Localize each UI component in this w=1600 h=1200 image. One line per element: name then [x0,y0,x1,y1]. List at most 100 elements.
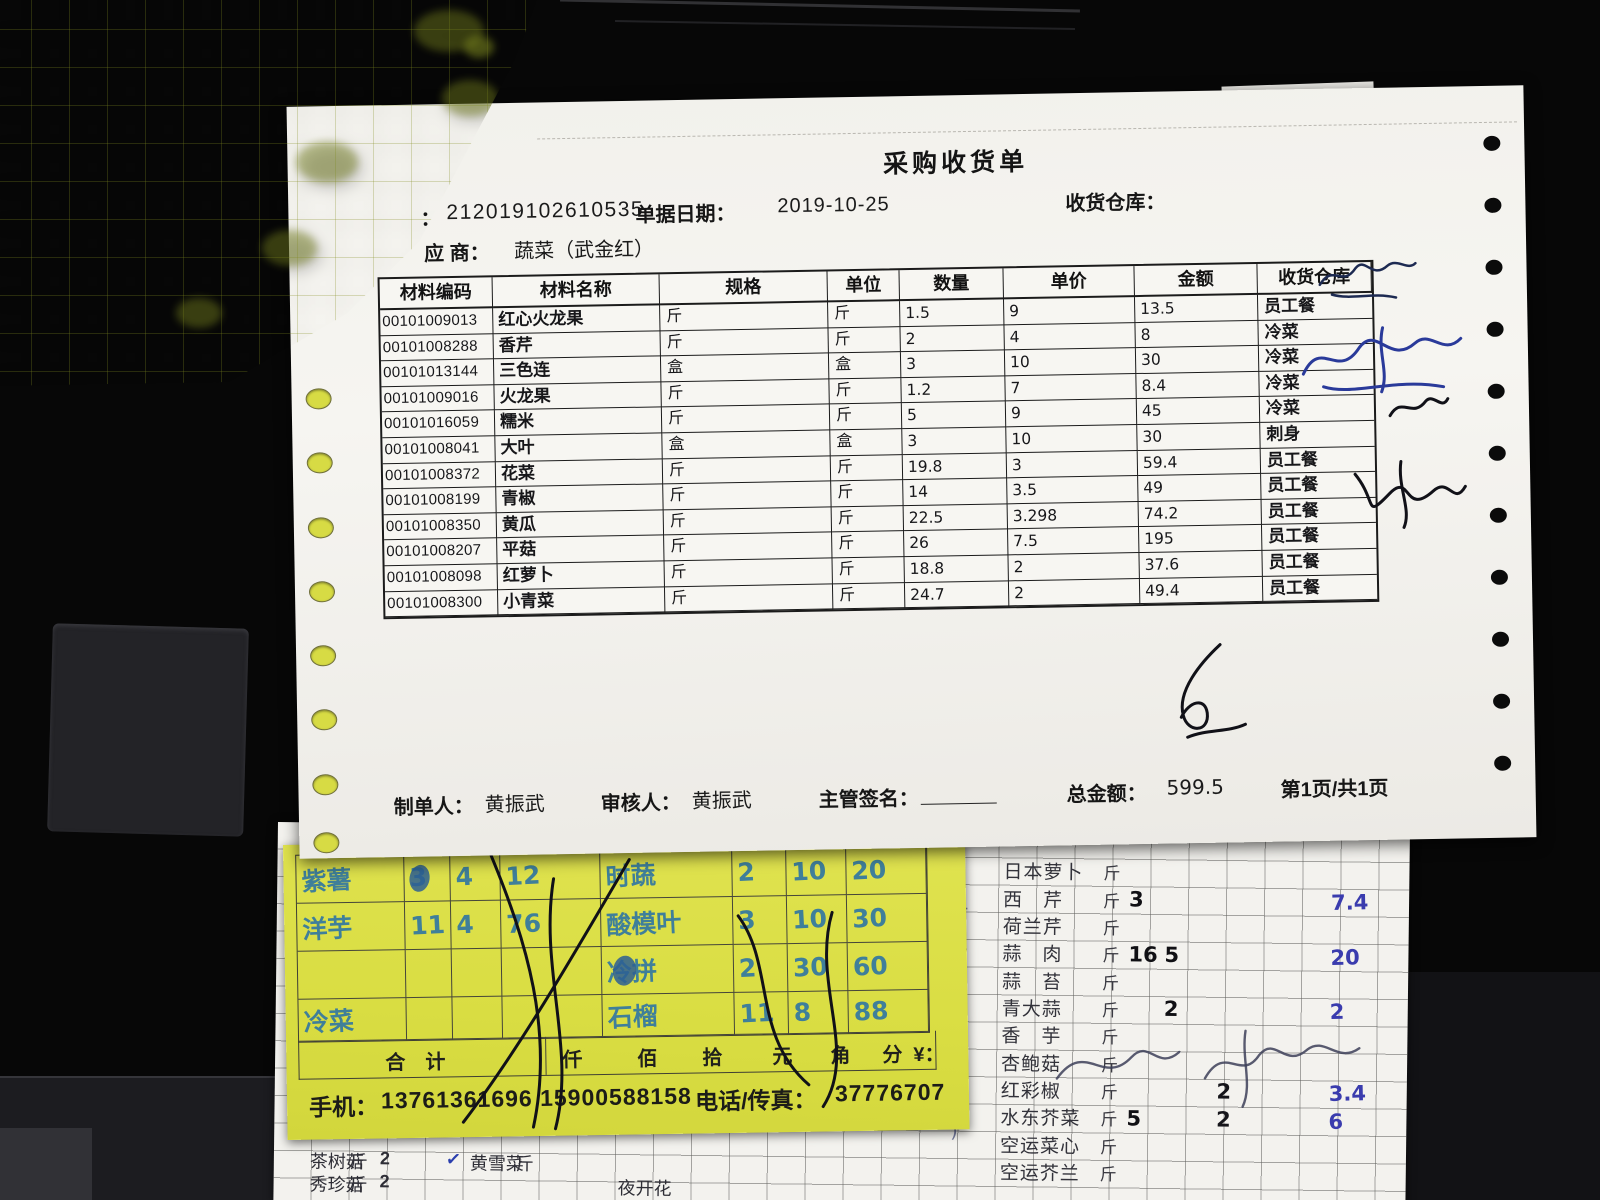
cell-material-code: 00101009016 [381,385,495,413]
cell-material-name: 青椒 [496,484,664,513]
cell-unit: 斤 [828,301,901,329]
total-label: 总金额： [1066,782,1147,807]
cell-material-code: 00101013144 [380,359,495,388]
cell-unit: 盒 [828,352,902,380]
cell-amount: 74.2 [1138,499,1262,528]
ink-smudge [296,142,358,182]
cell-material-code: 00101009013 [380,308,494,336]
note-value: 20 [850,854,887,886]
cell-amount: 49.4 [1139,576,1264,605]
cell-amount: 49 [1138,474,1262,502]
total-value: 599.5 [1166,774,1225,800]
warehouse-label: 收货仓库： [1065,191,1166,216]
cell-spec: 斤 [664,532,833,562]
item-unit: 斤 [1102,891,1121,911]
handwritten-scribble [1055,1029,1361,1109]
cell-warehouse: 员工餐 [1262,548,1377,577]
cell-material-code: 00101008372 [382,461,497,490]
cell-unit-price: 2 [1008,578,1141,607]
cell-spec: 斤 [662,455,832,485]
item-unit: 斤 [1099,1137,1118,1157]
handwritten-signature [1353,459,1467,529]
cell-material-code: 00101008207 [384,538,498,567]
supplier-value: 蔬菜（武金红） [513,238,655,263]
cell-amount: 45 [1136,397,1261,426]
date-value: 2019-10-25 [777,193,890,218]
maker-label: 制单人： [393,795,474,820]
item-name: 空运菜心 [999,1135,1081,1158]
cell-material-name: 平菇 [497,535,665,565]
cell-spec: 斤 [663,507,833,536]
cell-quantity: 19.8 [902,452,1008,481]
maker-name: 黄振武 [484,793,545,817]
cell-unit-price: 9 [1005,399,1138,428]
cell-warehouse: 冷菜 [1259,395,1375,423]
column-header: 单价 [1003,266,1135,300]
item-price [1195,873,1257,874]
cell-spec: 斤 [661,404,831,434]
cell-unit-price: 7.5 [1008,527,1140,556]
sprocket-hole [308,581,336,603]
desk-object [0,1128,92,1200]
cell-material-name: 大叶 [495,433,663,462]
cell-amount: 195 [1139,525,1263,553]
doc-number: 212019102610535 [446,197,645,225]
cell-unit: 斤 [831,480,904,508]
cell-material-name: 红心火龙果 [493,305,661,334]
item-name: 蒜 肉 [1002,944,1063,966]
item-amount: 20 [1330,945,1360,970]
item-name: 荷兰芹 [1002,916,1063,939]
cell-quantity: 26 [904,529,1009,558]
cell-unit: 斤 [831,505,905,533]
handwritten-signature [1318,261,1417,299]
cell-quantity: 1.5 [900,299,1005,327]
item-amount: 7.4 [1330,890,1369,916]
cell-unit-price: 3.5 [1007,476,1139,505]
item-qty: 3 [1128,887,1144,912]
auditor-name: 黄振武 [691,789,752,813]
cell-quantity: 24.7 [904,580,1010,609]
ink-smudge [262,230,317,266]
cell-amount: 8 [1135,320,1259,349]
sprocket-hole [307,517,335,539]
sprocket-hole [306,452,333,474]
sprocket-hole [311,709,338,731]
item-price [1195,900,1257,901]
item-price [1194,955,1256,956]
cell-quantity: 3 [902,427,1007,455]
sprocket-hole [1489,507,1507,523]
sprocket-hole [1492,693,1511,709]
cell-material-code: 00101008098 [384,564,498,592]
sprocket-hole [309,645,337,667]
cell-material-name: 香芹 [493,330,661,360]
ink-smudge [464,36,494,58]
check-mark: ✓ [444,1148,463,1170]
sprocket-hole [312,774,339,796]
item-unit: 斤 [349,1174,368,1196]
note-item: 紫薯 [300,864,353,897]
item-name: 夜开花 [617,1178,672,1199]
cell-spec: 斤 [660,328,829,357]
item-qty: 2 [379,1171,390,1192]
sprocket-hole [1484,197,1502,213]
cell-unit: 斤 [829,403,903,431]
column-header: 单位 [827,270,901,303]
cell-warehouse: 刺身 [1260,420,1375,449]
cell-spec: 斤 [664,558,833,587]
auditor-label: 审核人： [600,792,681,816]
item-price [1194,1010,1256,1011]
cell-unit: 斤 [832,582,906,610]
cell-quantity: 14 [903,478,1008,506]
cell-unit: 斤 [830,454,904,482]
cell-spec: 斤 [663,481,832,511]
cell-unit-price: 10 [1006,425,1138,453]
page-indicator: 第1页/共1页 [1280,777,1389,802]
sprocket-hole [305,388,332,410]
cell-amount: 30 [1135,346,1260,374]
cell-material-name: 小青菜 [497,586,666,616]
yellow-note-pad: 紫薯 3 4 12 时蔬 2 10 20 洋芋 11 4 76 酸模叶 3 10 [283,834,970,1140]
desk-edge-line [615,19,1075,31]
column-header: 数量 [899,268,1005,302]
cell-unit: 盒 [830,429,903,456]
